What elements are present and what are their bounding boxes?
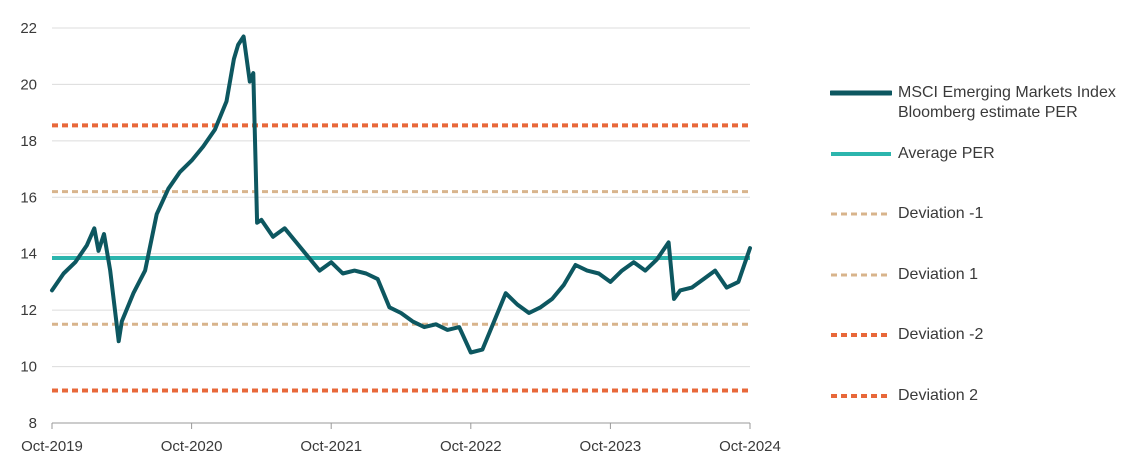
legend-label-main-series: MSCI Emerging Markets Index Bloomberg es… <box>898 84 1116 121</box>
y-tick-label: 16 <box>20 189 37 206</box>
legend-swatch-dev-plus-2 <box>831 394 891 398</box>
y-axis-ticks: 8 10 12 14 16 18 20 22 <box>20 20 37 432</box>
x-tick-label: Oct-2022 <box>440 438 502 455</box>
legend-item-dev-plus-1: Deviation 1 <box>830 265 978 285</box>
legend-swatch-main-series <box>830 90 892 96</box>
main-series-group <box>50 34 752 355</box>
legend-label-average: Average PER <box>898 145 995 162</box>
legend-swatch-average <box>831 152 891 156</box>
legend-label-dev-plus-2: Deviation 2 <box>898 387 979 404</box>
grid-lines <box>52 27 750 368</box>
x-tick-label: Oct-2019 <box>21 438 83 455</box>
legend-swatch-dev-plus-1 <box>831 273 891 277</box>
y-tick-label: 14 <box>20 246 37 263</box>
legend-label-dev-minus-2: Deviation -2 <box>898 326 984 343</box>
legend-label-dev-plus-1: Deviation 1 <box>898 266 979 283</box>
legend-item-main-series: MSCI Emerging Markets Index Bloomberg es… <box>830 83 1116 123</box>
y-tick-label: 12 <box>20 302 37 319</box>
y-tick-label: 8 <box>29 415 37 432</box>
x-axis: Oct-2019 Oct-2020 Oct-2021 Oct-2022 Oct-2023… <box>21 422 781 455</box>
y-tick-label: 18 <box>20 133 37 150</box>
y-tick-label: 10 <box>20 359 37 376</box>
legend-swatch-dev-minus-2 <box>831 333 891 337</box>
legend-item-dev-plus-2: Deviation 2 <box>830 386 978 406</box>
legend-label-dev-minus-1: Deviation -1 <box>898 205 984 222</box>
reference-lines <box>52 123 750 393</box>
y-tick-label: 22 <box>20 20 37 37</box>
series-main-line <box>50 34 752 355</box>
x-tick-label: Oct-2021 <box>300 438 362 455</box>
legend-item-average: Average PER <box>830 144 995 164</box>
legend-item-dev-minus-2: Deviation -2 <box>830 325 983 345</box>
x-tick-label: Oct-2023 <box>580 438 642 455</box>
x-tick-label: Oct-2020 <box>161 438 223 455</box>
legend-swatch-dev-minus-1 <box>831 212 891 216</box>
x-tick-label: Oct-2024 <box>719 438 781 455</box>
legend-item-dev-minus-1: Deviation -1 <box>830 204 983 224</box>
y-tick-label: 20 <box>20 76 37 93</box>
